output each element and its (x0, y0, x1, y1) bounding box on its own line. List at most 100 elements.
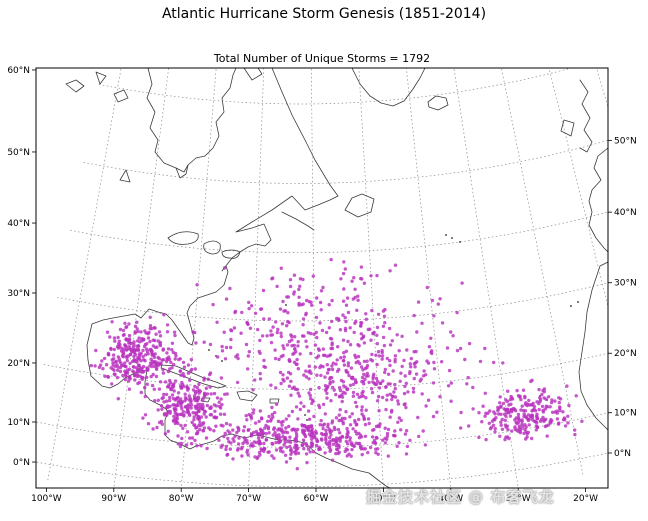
storm-genesis-point (266, 450, 270, 454)
storm-genesis-point (168, 409, 172, 413)
storm-genesis-point (229, 337, 233, 342)
storm-genesis-point (281, 299, 285, 304)
storm-genesis-point (153, 399, 157, 403)
storm-genesis-point (161, 371, 166, 375)
storm-genesis-point (391, 369, 395, 373)
graticule-grid (36, 68, 608, 488)
storm-genesis-point (319, 289, 324, 293)
storm-genesis-point (354, 380, 358, 385)
storm-genesis-point (492, 417, 496, 422)
storm-genesis-point (274, 440, 278, 445)
storm-genesis-point (504, 398, 508, 402)
storm-genesis-point (265, 419, 270, 423)
storm-genesis-point (214, 415, 219, 420)
storm-genesis-points (89, 257, 584, 471)
storm-genesis-point (362, 281, 367, 285)
storm-genesis-point (111, 353, 116, 357)
storm-genesis-point (321, 433, 325, 437)
storm-genesis-point (226, 429, 230, 433)
storm-genesis-point (574, 394, 578, 398)
storm-genesis-point (330, 419, 335, 423)
storm-genesis-point (132, 373, 137, 378)
storm-genesis-point (236, 442, 241, 446)
storm-genesis-point (146, 422, 151, 426)
storm-genesis-point (438, 395, 442, 399)
storm-genesis-point (285, 343, 290, 347)
storm-genesis-point (199, 444, 203, 448)
storm-genesis-point (133, 330, 137, 334)
storm-genesis-point (388, 343, 393, 347)
storm-genesis-point (212, 429, 216, 433)
storm-genesis-point (504, 414, 508, 418)
storm-genesis-point (303, 434, 308, 439)
storm-genesis-point (366, 450, 370, 455)
storm-genesis-point (126, 354, 130, 358)
storm-genesis-point (205, 392, 210, 396)
storm-genesis-point (544, 417, 548, 421)
storm-genesis-point (334, 451, 338, 456)
storm-genesis-point (249, 416, 254, 420)
storm-genesis-point (510, 429, 514, 433)
storm-genesis-point (262, 358, 266, 363)
storm-genesis-point (566, 421, 570, 425)
storm-genesis-point (335, 358, 339, 362)
storm-genesis-point (239, 331, 243, 335)
storm-genesis-point (319, 418, 323, 423)
storm-genesis-point (516, 412, 521, 417)
storm-genesis-point (540, 404, 545, 409)
storm-genesis-point (288, 372, 293, 376)
storm-genesis-point (342, 363, 347, 367)
storm-genesis-point (406, 390, 410, 394)
storm-genesis-point (165, 404, 170, 408)
storm-genesis-point (306, 409, 311, 413)
storm-genesis-point (403, 384, 407, 389)
storm-genesis-point (308, 369, 312, 373)
storm-genesis-point (346, 442, 350, 446)
storm-genesis-point (123, 377, 128, 382)
storm-genesis-point (142, 358, 146, 362)
storm-genesis-point (377, 354, 382, 358)
storm-genesis-point (298, 407, 302, 412)
storm-genesis-point (544, 397, 548, 401)
storm-genesis-point (471, 385, 475, 390)
storm-genesis-point (282, 346, 286, 351)
storm-genesis-point (212, 415, 216, 419)
storm-genesis-point (301, 323, 305, 327)
meridian (47, 68, 122, 481)
storm-genesis-point (359, 435, 364, 439)
storm-genesis-point (387, 326, 392, 331)
storm-genesis-point (260, 428, 264, 433)
storm-genesis-point (381, 438, 385, 442)
storm-genesis-point (296, 340, 300, 344)
storm-genesis-point (393, 386, 397, 391)
storm-genesis-point (534, 424, 539, 428)
storm-genesis-point (493, 430, 497, 434)
storm-genesis-point (169, 360, 173, 365)
storm-genesis-point (162, 313, 166, 317)
storm-genesis-point (186, 371, 191, 375)
storm-genesis-point (331, 442, 336, 446)
storm-genesis-point (172, 382, 176, 386)
storm-genesis-point (324, 428, 328, 433)
storm-genesis-point (202, 395, 206, 400)
storm-genesis-point (288, 456, 293, 461)
storm-genesis-point (180, 436, 184, 441)
storm-genesis-point (366, 417, 371, 421)
storm-genesis-point (516, 420, 521, 425)
storm-genesis-point (292, 273, 297, 277)
storm-genesis-point (353, 400, 358, 405)
storm-genesis-point (311, 274, 315, 278)
storm-genesis-point (220, 402, 224, 407)
storm-genesis-point (171, 385, 176, 389)
storm-genesis-point (343, 315, 347, 320)
storm-genesis-point (321, 353, 326, 357)
storm-genesis-point (143, 413, 148, 417)
storm-genesis-point (289, 393, 293, 397)
storm-genesis-point (412, 376, 416, 381)
storm-genesis-point (353, 321, 357, 325)
storm-genesis-point (231, 428, 235, 432)
storm-genesis-point (277, 440, 281, 444)
x-tick-label: 60°W (304, 494, 329, 504)
storm-genesis-point (260, 448, 264, 452)
